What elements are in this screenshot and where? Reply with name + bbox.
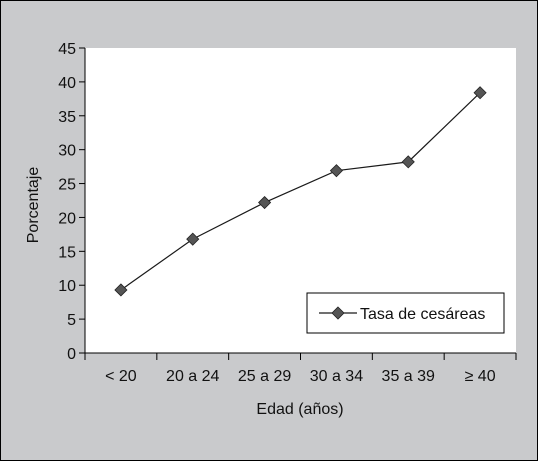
- y-tick-label: 35: [58, 109, 76, 126]
- y-axis-label: Porcentaje: [25, 167, 42, 244]
- series-line: [120, 92, 481, 291]
- legend: Tasa de cesáreas: [306, 292, 505, 334]
- data-point-marker: [329, 164, 343, 178]
- x-tick-label: ≥ 40: [465, 368, 496, 385]
- x-tick-label: 25 a 29: [238, 368, 291, 385]
- x-tick-label: 30 a 34: [310, 368, 363, 385]
- y-tick-label: 20: [58, 210, 76, 227]
- x-axis-label: Edad (años): [256, 401, 343, 418]
- data-point-marker: [186, 232, 200, 246]
- data-point-marker: [473, 86, 487, 100]
- data-point-marker: [114, 283, 128, 297]
- x-tick-label: 35 a 39: [382, 368, 435, 385]
- legend-entry: Tasa de cesáreas: [360, 306, 485, 323]
- y-tick-label: 10: [58, 278, 76, 295]
- y-tick-label: 15: [58, 244, 76, 261]
- legend-marker-icon: [331, 306, 345, 320]
- y-tick-label: 30: [58, 143, 76, 160]
- y-tick-label: 25: [58, 177, 76, 194]
- data-point-marker: [401, 155, 415, 169]
- data-point-marker: [258, 195, 272, 210]
- series-markers: [114, 86, 487, 297]
- y-axis: 0 5 10 15 20 25 30 35 40 45: [58, 41, 85, 363]
- y-tick-label: 45: [58, 41, 76, 58]
- y-tick-label: 0: [67, 346, 76, 363]
- x-axis: < 20 20 a 24 25 a 29 30 a 34 35 a 39 ≥ 40: [84, 353, 517, 385]
- y-tick-label: 40: [58, 75, 76, 92]
- x-tick-label: < 20: [105, 368, 137, 385]
- x-tick-label: 20 a 24: [166, 368, 219, 385]
- y-tick-label: 5: [67, 312, 76, 329]
